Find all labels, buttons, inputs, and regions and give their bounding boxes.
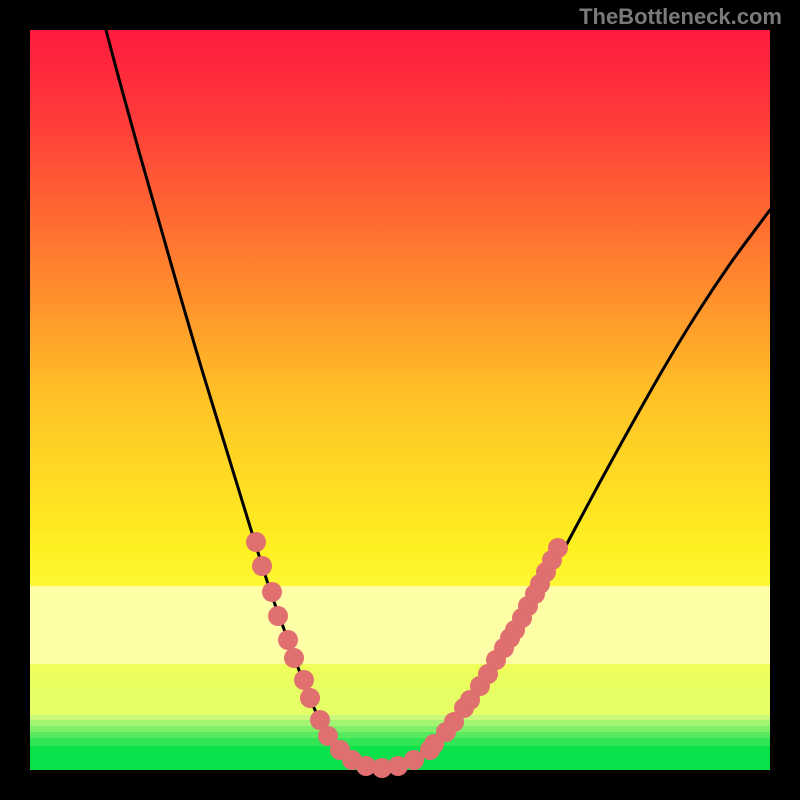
plot-area xyxy=(30,30,770,770)
dot-cluster-left xyxy=(246,532,408,778)
dot-cluster-right-dot-19 xyxy=(548,538,568,558)
bottleneck-curve-path xyxy=(106,30,770,768)
dot-cluster-left-dot-3 xyxy=(268,606,288,626)
chart-frame: TheBottleneck.com xyxy=(0,0,800,800)
dot-cluster-left-dot-5 xyxy=(284,648,304,668)
dot-cluster-left-dot-1 xyxy=(252,556,272,576)
dot-cluster-left-dot-2 xyxy=(262,582,282,602)
dot-cluster-right xyxy=(404,538,568,770)
dot-cluster-left-dot-0 xyxy=(246,532,266,552)
watermark-text: TheBottleneck.com xyxy=(579,4,782,30)
dot-cluster-left-dot-7 xyxy=(300,688,320,708)
dot-cluster-left-dot-6 xyxy=(294,670,314,690)
dot-cluster-left-dot-4 xyxy=(278,630,298,650)
bottleneck-curve-svg xyxy=(30,30,770,770)
